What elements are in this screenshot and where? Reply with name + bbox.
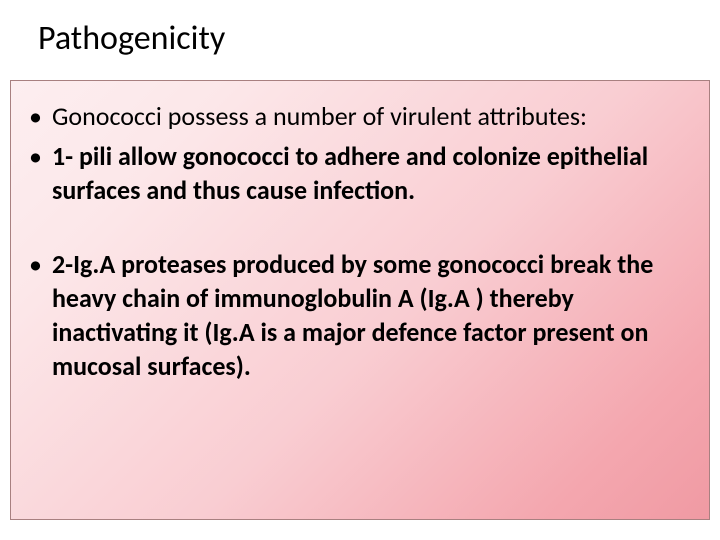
bullet-item: • 1- pili allow gonococci to adhere and … [29,139,689,207]
bullet-dot-icon: • [29,99,42,133]
bullet-item: • Gonococci possess a number of virulent… [29,99,689,133]
bullet-text: 1- pili allow gonococci to adhere and co… [52,139,689,207]
spacer [29,213,689,247]
bullet-dot-icon: • [29,247,42,281]
title-area: Pathogenicity [38,8,678,68]
bullet-text: Gonococci possess a number of virulent a… [52,99,587,133]
bullet-dot-icon: • [29,139,42,173]
bullet-item: • 2-Ig.A proteases produced by some gono… [29,247,689,383]
slide: Pathogenicity • Gonococci possess a numb… [0,0,720,540]
bullet-text: 2-Ig.A proteases produced by some gonoco… [52,247,689,383]
content-area: • Gonococci possess a number of virulent… [10,80,710,520]
slide-title: Pathogenicity [38,18,225,59]
